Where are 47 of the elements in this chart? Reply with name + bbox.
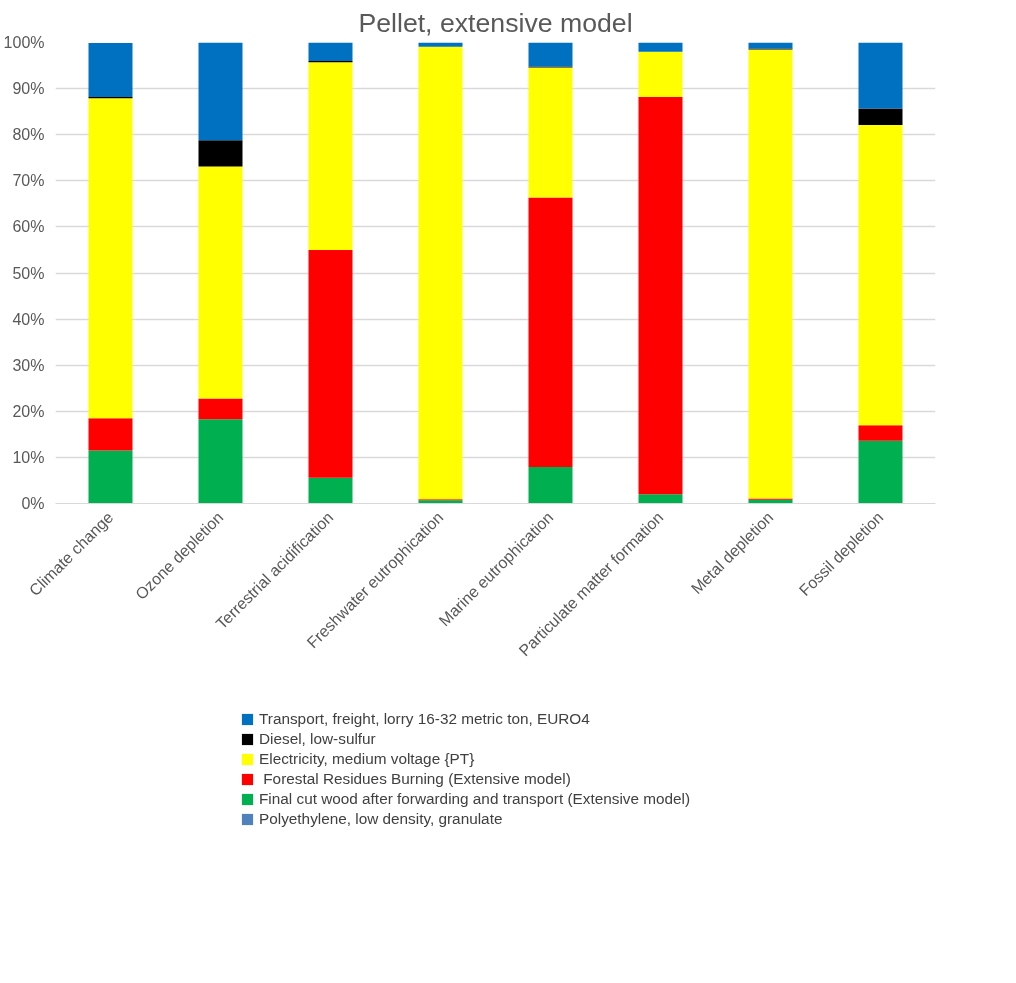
y-tick-label: 0% — [21, 495, 45, 512]
bar — [88, 98, 133, 419]
bar — [858, 42, 903, 109]
bar — [88, 418, 133, 451]
y-tick-label: 50% — [12, 264, 45, 282]
chart-title: Pellet, extensive model — [358, 7, 633, 38]
bar — [198, 419, 243, 504]
y-tick-label: 100% — [3, 34, 45, 51]
y-tick-label: 30% — [12, 356, 45, 374]
bar — [418, 46, 463, 500]
bar — [528, 467, 573, 504]
legend-label: Polyethylene, low density, granulate — [259, 810, 503, 828]
bar — [308, 42, 353, 61]
bar — [528, 42, 573, 67]
bar — [88, 42, 133, 97]
bar — [198, 398, 243, 420]
legend-label: Forestal Residues Burning (Extensive model) — [262, 770, 571, 788]
bar — [528, 197, 573, 468]
y-tick-label: 70% — [12, 172, 45, 190]
bar — [308, 62, 353, 250]
y-tick-label: 40% — [12, 310, 45, 328]
bar — [308, 249, 353, 478]
bar — [858, 108, 903, 126]
bar — [638, 96, 683, 495]
legend-label: Transport, freight, lorry 16-32 metric ton, EURO4 — [259, 710, 590, 728]
bar — [638, 42, 683, 52]
bar — [308, 477, 353, 504]
bar — [528, 67, 573, 198]
y-tick-label: 20% — [12, 402, 45, 420]
bar — [198, 42, 243, 141]
bar — [858, 425, 903, 441]
bar — [858, 125, 903, 426]
y-tick-label: 90% — [12, 80, 45, 98]
legend-label: Electricity, medium voltage {PT} — [259, 750, 475, 768]
bar — [638, 51, 683, 97]
bar — [748, 49, 793, 499]
y-tick-label: 10% — [12, 448, 45, 466]
bar — [418, 42, 463, 47]
bar — [198, 166, 243, 399]
legend-label: Final cut wood after forwarding and transport (Extensive model) — [259, 790, 691, 808]
legend-label: Diesel, low-sulfur — [259, 730, 376, 748]
y-tick-label: 80% — [12, 126, 45, 144]
bar — [198, 140, 243, 167]
bar — [638, 494, 683, 504]
bar — [88, 450, 133, 504]
y-tick-label: 60% — [12, 218, 45, 236]
bar — [858, 440, 903, 504]
